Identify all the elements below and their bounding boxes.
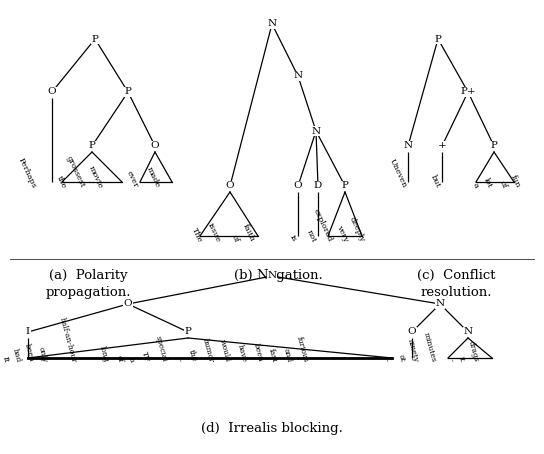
Text: Uneven: Uneven — [387, 158, 408, 189]
Text: fun: fun — [509, 174, 522, 189]
Text: have: have — [236, 344, 248, 363]
Text: -: - — [381, 359, 390, 363]
Text: is: is — [288, 234, 298, 243]
Text: D: D — [314, 182, 322, 191]
Text: would: would — [218, 339, 232, 363]
Text: (d)  Irrealis blocking.: (d) Irrealis blocking. — [201, 422, 343, 435]
Text: minutes: minutes — [422, 331, 438, 363]
Text: of: of — [114, 354, 124, 363]
Text: P: P — [435, 35, 441, 44]
Text: fast: fast — [267, 347, 278, 363]
Text: of: of — [497, 179, 508, 189]
Text: only: only — [36, 345, 48, 363]
Text: issue: issue — [206, 221, 222, 243]
Text: It: It — [1, 355, 10, 363]
Text: the: the — [187, 349, 198, 363]
Text: explored: explored — [312, 208, 334, 243]
Text: furious: furious — [295, 335, 310, 363]
Text: the: the — [55, 174, 68, 189]
Text: N: N — [404, 142, 412, 150]
Text: P: P — [125, 88, 132, 97]
Text: movie: movie — [86, 164, 104, 189]
Text: +: + — [437, 142, 447, 150]
Text: not: not — [305, 228, 318, 243]
Text: drags: drags — [467, 340, 480, 363]
Text: but: but — [429, 173, 442, 189]
Text: O: O — [48, 88, 57, 97]
Text: made: made — [145, 166, 162, 189]
Text: O: O — [226, 182, 234, 191]
Text: TV: TV — [139, 351, 150, 363]
Text: been: been — [22, 343, 35, 363]
Text: O: O — [407, 327, 416, 336]
Text: O: O — [294, 182, 302, 191]
Text: (a)  Polarity
propagation.: (a) Polarity propagation. — [45, 269, 131, 299]
Text: special: special — [153, 335, 168, 363]
Text: N: N — [463, 327, 473, 336]
Text: (c)  Conflict
resolution.: (c) Conflict resolution. — [417, 269, 495, 299]
Text: ninety: ninety — [406, 338, 420, 363]
Text: I: I — [26, 327, 30, 336]
Text: it: it — [457, 355, 466, 363]
Text: ever: ever — [125, 170, 140, 189]
Text: a: a — [471, 182, 480, 189]
Text: of: of — [230, 233, 240, 243]
Text: humor: humor — [201, 337, 215, 363]
Text: had: had — [10, 347, 22, 363]
Text: at: at — [396, 354, 406, 363]
Text: N: N — [293, 71, 302, 80]
Text: deeply: deeply — [348, 216, 366, 243]
Text: P: P — [91, 35, 98, 44]
Text: grossest: grossest — [64, 155, 86, 189]
Text: P: P — [89, 142, 95, 150]
Text: The: The — [190, 226, 204, 243]
Text: P+: P+ — [460, 88, 476, 97]
Text: N: N — [268, 271, 276, 281]
Text: N: N — [268, 20, 276, 29]
Text: been: been — [251, 343, 264, 363]
Text: long: long — [98, 345, 110, 363]
Text: P: P — [491, 142, 497, 150]
Text: (b) Negation.: (b) Negation. — [233, 269, 323, 282]
Text: half-an-hour: half-an-hour — [58, 316, 78, 363]
Text: Perhaps: Perhaps — [17, 156, 38, 189]
Text: -: - — [447, 359, 455, 363]
Text: O: O — [123, 300, 132, 309]
Text: very: very — [335, 224, 350, 243]
Text: and: and — [282, 347, 293, 363]
Text: lot: lot — [483, 177, 494, 189]
Text: -: - — [175, 359, 183, 363]
Text: P: P — [184, 327, 191, 336]
Text: O: O — [151, 142, 159, 150]
Text: a: a — [127, 357, 136, 363]
Text: N: N — [435, 300, 444, 309]
Text: faith: faith — [241, 223, 256, 243]
Text: N: N — [311, 127, 320, 135]
Text: P: P — [342, 182, 349, 191]
